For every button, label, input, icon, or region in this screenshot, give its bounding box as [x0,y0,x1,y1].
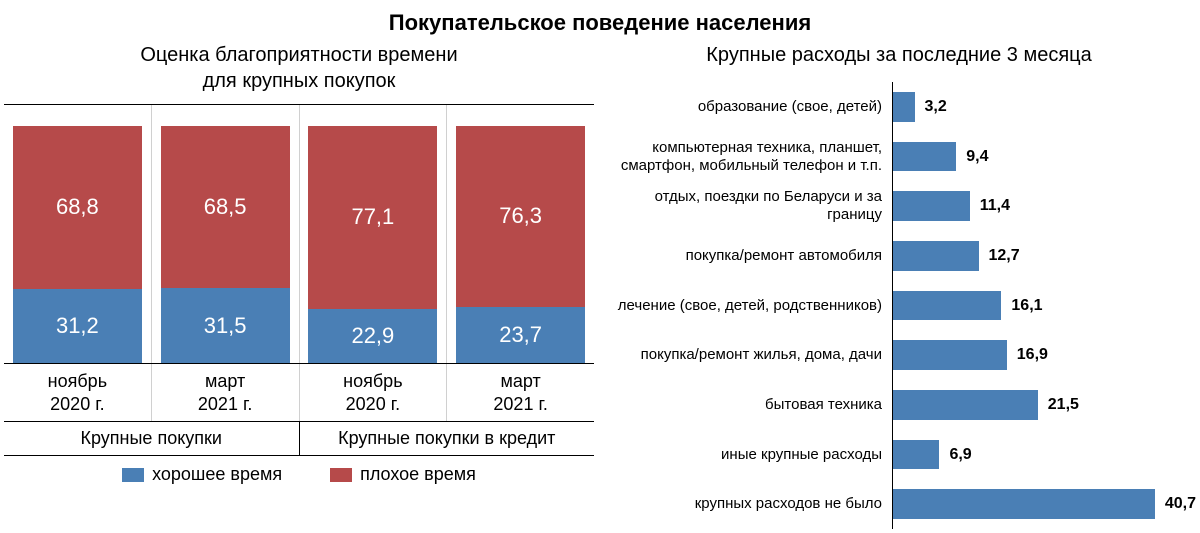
legend-swatch-bad [330,468,352,482]
x-label-row: ноябрь2020 г.март2021 г.ноябрь2020 г.мар… [4,364,594,422]
hbar-row: 11,4 [893,181,1196,231]
legend-item-bad: плохое время [330,464,476,485]
hbar-label: иные крупные расходы [602,444,892,466]
hbar [893,489,1155,519]
hbar-labels-col: образование (свое, детей) компьютерная те… [602,82,892,529]
segment-bad: 68,5 [161,126,290,289]
stacked-bar: 76,323,7 [447,105,594,363]
hbar [893,142,956,172]
hbar-row: 3,2 [893,82,1196,132]
hbar-value: 16,1 [1001,297,1042,315]
segment-good: 31,5 [161,288,290,363]
group-label: Крупные покупки в кредит [300,422,595,455]
left-panel: Оценка благоприятности временидля крупны… [4,42,594,529]
hbar-label: компьютерная техника, планшет, смартфон,… [602,137,892,177]
panels: Оценка благоприятности временидля крупны… [0,42,1200,533]
hbar [893,241,979,271]
x-label: ноябрь2020 г. [300,364,448,421]
stacked-bar-strip: 68,831,268,531,577,122,976,323,7 [4,104,594,364]
segment-good: 23,7 [456,307,585,363]
hbar [893,191,970,221]
hbar-value: 9,4 [956,148,988,166]
hbar-row: 21,5 [893,380,1196,430]
hbar-value: 16,9 [1007,346,1048,364]
hbar-row: 12,7 [893,231,1196,281]
hbar-label: крупных расходов не было [602,493,892,515]
hbar-row: 40,7 [893,479,1196,529]
hbar-label: лечение (свое, детей, родственников) [602,295,892,317]
hbar-bars-col: 3,2 9,4 11,4 12,7 16,1 16,9 21,5 6,9 40,7 [892,82,1196,529]
hbar [893,390,1038,420]
hbar [893,440,939,470]
hbar-value: 11,4 [970,197,1010,215]
hbar-row: 9,4 [893,132,1196,182]
legend-label-bad: плохое время [360,464,476,485]
left-panel-title: Оценка благоприятности временидля крупны… [4,42,594,104]
hbar-value: 12,7 [979,247,1020,265]
hbar [893,340,1007,370]
hbar-row: 16,9 [893,330,1196,380]
page: Покупательское поведение населения Оценк… [0,0,1200,533]
right-panel: Крупные расходы за последние 3 месяца об… [602,42,1196,529]
hbar-chart: образование (свое, детей) компьютерная те… [602,78,1196,529]
group-label: Крупные покупки [4,422,300,455]
stacked-chart: 68,831,268,531,577,122,976,323,7 ноябрь2… [4,104,594,529]
stacked-bar: 68,831,2 [4,105,152,363]
hbar-row: 16,1 [893,281,1196,331]
legend-label-good: хорошее время [152,464,282,485]
hbar-value: 21,5 [1038,396,1079,414]
segment-bad: 77,1 [308,126,437,309]
hbar [893,92,915,122]
segment-good: 22,9 [308,309,437,363]
x-label: март2021 г. [447,364,594,421]
hbar-label: бытовая техника [602,394,892,416]
x-label: март2021 г. [152,364,300,421]
page-title: Покупательское поведение населения [0,0,1200,42]
hbar-label: покупка/ремонт жилья, дома, дачи [602,344,892,366]
x-label: ноябрь2020 г. [4,364,152,421]
hbar-value: 40,7 [1155,495,1196,513]
stacked-bar: 68,531,5 [152,105,300,363]
segment-bad: 68,8 [13,126,142,289]
right-panel-title: Крупные расходы за последние 3 месяца [602,42,1196,78]
hbar-value: 6,9 [939,446,971,464]
hbar-label: образование (свое, детей) [602,96,892,118]
group-label-row: Крупные покупкиКрупные покупки в кредит [4,422,594,456]
segment-good: 31,2 [13,289,142,363]
stacked-bar: 77,122,9 [300,105,448,363]
hbar-row: 6,9 [893,430,1196,480]
legend-swatch-good [122,468,144,482]
legend: хорошее время плохое время [4,456,594,487]
hbar [893,291,1001,321]
legend-item-good: хорошее время [122,464,282,485]
hbar-label: покупка/ремонт автомобиля [602,245,892,267]
segment-bad: 76,3 [456,126,585,307]
hbar-value: 3,2 [915,98,947,116]
hbar-label: отдых, поездки по Беларуси и за границу [602,186,892,226]
